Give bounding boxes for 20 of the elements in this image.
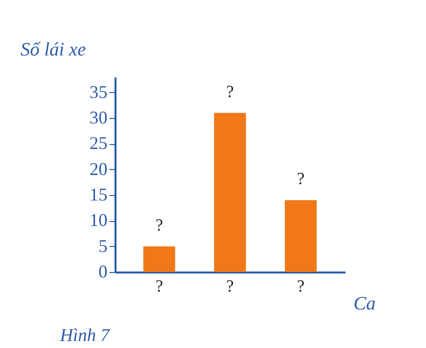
y-tick-label: 25 bbox=[90, 133, 108, 154]
y-tick-label: 35 bbox=[90, 82, 108, 102]
y-tick-label: 20 bbox=[90, 158, 108, 179]
y-tick-label: 30 bbox=[90, 108, 108, 128]
y-tick-label: 0 bbox=[98, 262, 108, 282]
text: Hình 7 bbox=[59, 325, 110, 345]
data-label: ? bbox=[296, 169, 305, 188]
bar bbox=[214, 112, 246, 272]
x-tick-label: ? bbox=[296, 276, 305, 296]
y-tick-label: 10 bbox=[90, 210, 108, 230]
bar bbox=[143, 246, 176, 272]
y-tick-label: 5 bbox=[98, 236, 108, 256]
y-tick-label: 15 bbox=[90, 184, 108, 205]
x-tick-label: ? bbox=[226, 276, 234, 296]
data-label: ? bbox=[155, 215, 164, 234]
y-axis-title: Số lái xe bbox=[20, 40, 86, 60]
bar bbox=[284, 200, 317, 272]
x-axis-title: Ca bbox=[354, 294, 376, 314]
data-label: ? bbox=[226, 82, 234, 101]
x-tick-label: ? bbox=[155, 276, 164, 296]
